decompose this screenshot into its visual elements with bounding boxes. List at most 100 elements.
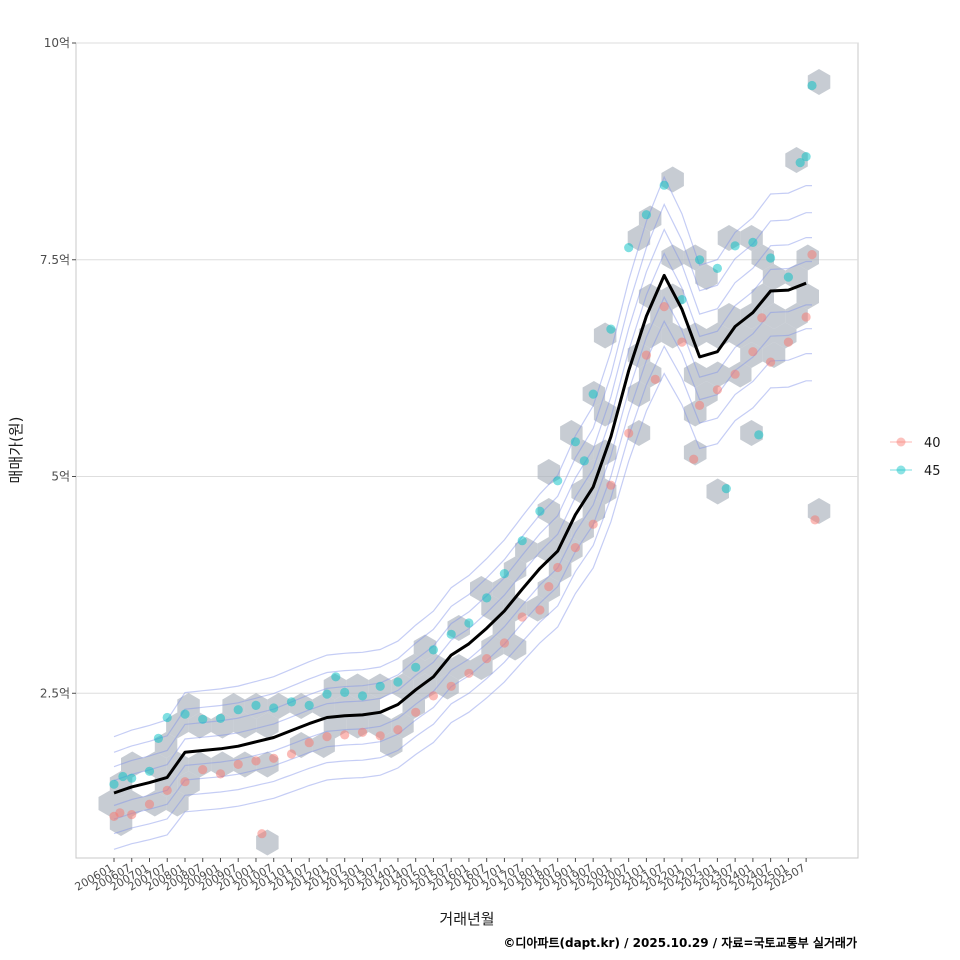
scatter-point-40 (659, 302, 669, 312)
scatter-point-45 (712, 263, 723, 273)
scatter-point-40 (322, 732, 332, 742)
scatter-point-40 (215, 769, 226, 779)
plot-panel (75, 42, 859, 859)
x-axis-title: 거래년월 (439, 910, 494, 928)
scatter-point-40 (748, 347, 758, 357)
scatter-point-40 (606, 480, 616, 490)
legend-item-45[interactable]: 45 (890, 464, 941, 479)
hexbin-cell (98, 790, 121, 817)
hexbin-cell (503, 634, 527, 661)
quantile-band-line (113, 202, 812, 753)
scatter-point-40 (689, 454, 699, 464)
scatter-point-40 (251, 756, 261, 766)
scatter-point-40 (257, 829, 267, 839)
quantile-band-line (113, 252, 812, 782)
quantile-band-line (113, 372, 812, 850)
scatter-point-45 (535, 506, 545, 516)
scatter-point-45 (754, 430, 764, 440)
scatter-point-45 (659, 180, 669, 190)
scatter-point-45 (109, 779, 119, 789)
scatter-point-40 (783, 337, 794, 347)
hexbin-cell (537, 537, 561, 563)
legend-item-40[interactable]: 40 (890, 436, 941, 451)
scatter-point-45 (499, 569, 509, 579)
hexbin-cell (233, 751, 257, 778)
scatter-point-40 (766, 357, 776, 367)
scatter-point-45 (579, 456, 589, 466)
hexbin-cell (492, 615, 516, 641)
hexbin-cell (571, 517, 594, 544)
scatter-point-40 (810, 515, 820, 525)
scatter-point-45 (331, 672, 341, 682)
legend: 40 45 (890, 436, 941, 479)
quantile-band-line (113, 228, 812, 768)
scatter-point-45 (375, 681, 385, 691)
hexbin-cell (323, 712, 347, 739)
source-caption: ©디아파트(dapt.kr) / 2025.10.29 / 자료=국토교통부 실… (503, 935, 857, 950)
hexbin-cell (571, 478, 594, 505)
scatter-point-40 (712, 385, 723, 395)
scatter-point-40 (650, 374, 660, 384)
scatter-point-45 (570, 437, 581, 447)
hexbin-cell (166, 712, 189, 739)
scatter-point-40 (588, 519, 598, 529)
hexbin-cell (785, 303, 808, 329)
scatter-point-40 (269, 753, 279, 763)
hexbin-density-layer (98, 69, 831, 856)
hexbin-cell (368, 712, 392, 739)
hexbin-cell (627, 381, 651, 407)
hexbin-cell (627, 420, 651, 446)
hexbin-cell (256, 712, 279, 739)
scatter-point-45 (251, 700, 261, 711)
scatter-point-45 (322, 689, 332, 699)
hexbin-cell (661, 244, 684, 271)
scatter-point-45 (730, 241, 740, 251)
quantile-band-line (113, 344, 812, 835)
scatter-point-45 (180, 709, 190, 719)
scatter-point-45 (695, 255, 705, 265)
scatter-point-40 (180, 777, 190, 787)
scatter-point-45 (517, 536, 527, 546)
scatter-point-45 (215, 713, 226, 724)
quantile-band-line (113, 175, 812, 738)
quantile-band-layer (113, 175, 812, 850)
hexbin-cell (762, 264, 786, 290)
scatter-point-45 (357, 691, 368, 701)
scatter-point-40 (482, 654, 492, 664)
scatter-point-40 (807, 250, 817, 260)
scatter-point-45 (304, 700, 314, 711)
hexbin-cell (121, 790, 144, 817)
scatter-point-40 (553, 562, 563, 573)
hexbin-cell (312, 693, 335, 719)
scatter-point-45 (144, 766, 155, 776)
scatter-point-40 (198, 765, 208, 775)
hexbin-cell (695, 264, 718, 290)
scatter-point-40 (162, 785, 172, 796)
hexbin-cell (503, 556, 527, 583)
scatter-point-45 (411, 662, 421, 672)
scatter-point-45 (393, 677, 403, 687)
hexbin-cell (762, 303, 786, 329)
scatter-point-45 (446, 629, 456, 639)
quantile-band-line (113, 295, 812, 807)
hexbin-cell (425, 654, 448, 680)
scatter-point-40 (535, 605, 545, 615)
scatter-point-45 (269, 703, 279, 713)
legend-label-40: 40 (924, 436, 941, 451)
scatter-point-40 (411, 707, 421, 717)
hexbin-cell (413, 634, 437, 661)
scatter-point-40 (801, 312, 811, 322)
hexbin-cell (334, 693, 358, 719)
scatter-point-45 (795, 158, 805, 168)
scatter-point-45 (553, 476, 563, 486)
scatter-point-40 (144, 799, 155, 809)
hexbin-cell (627, 342, 651, 368)
scatter-point-45 (801, 152, 811, 162)
scatter-point-40 (499, 638, 509, 648)
hexbin-cell (380, 732, 403, 758)
grid-lines (76, 42, 858, 694)
y-tick-label: 5억 (51, 470, 70, 484)
y-tick-label: 2.5억 (40, 686, 70, 700)
hexbin-cell (289, 693, 313, 719)
